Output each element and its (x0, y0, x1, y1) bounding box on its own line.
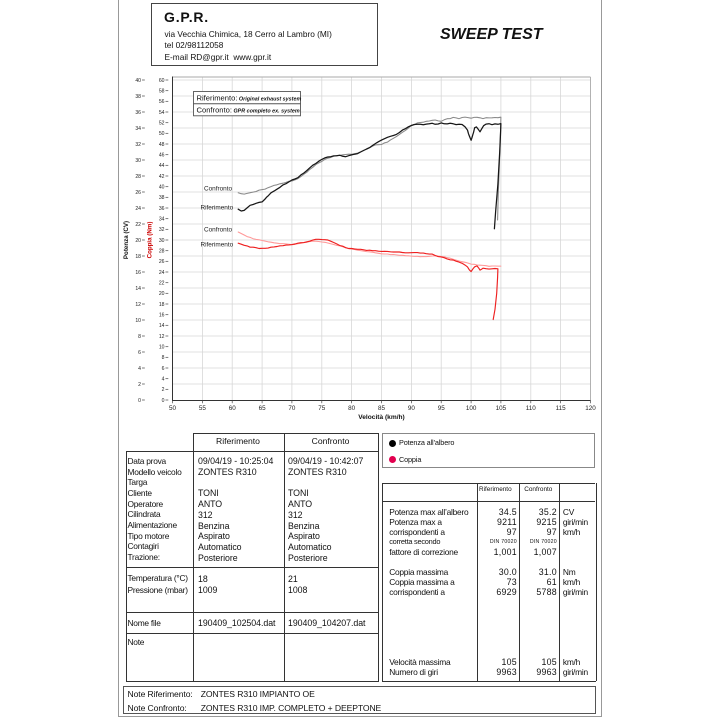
svg-text:40: 40 (135, 78, 141, 84)
svg-text:20: 20 (159, 291, 165, 297)
svg-text:0: 0 (138, 398, 141, 404)
svg-text:10: 10 (135, 318, 141, 324)
svg-text:18: 18 (135, 254, 141, 260)
svg-text:40: 40 (159, 185, 165, 191)
svg-text:22: 22 (135, 222, 141, 228)
svg-text:14: 14 (159, 323, 165, 329)
svg-text:44: 44 (159, 163, 165, 169)
svg-text:Riferimento: Riferimento (201, 241, 234, 248)
svg-text:14: 14 (135, 286, 141, 292)
svg-text:Potenza (CV): Potenza (CV) (123, 221, 130, 259)
svg-text:36: 36 (159, 206, 165, 212)
svg-text:46: 46 (159, 153, 165, 159)
svg-text:60: 60 (159, 78, 165, 84)
svg-text:100: 100 (466, 405, 477, 412)
svg-text:115: 115 (556, 405, 567, 412)
svg-text:8: 8 (138, 334, 141, 340)
svg-text:120: 120 (585, 405, 596, 412)
svg-text:32: 32 (159, 227, 165, 233)
svg-text:75: 75 (318, 405, 326, 412)
svg-text:Riferimento: Riferimento (201, 205, 234, 212)
svg-text:105: 105 (496, 405, 507, 412)
svg-text:32: 32 (135, 142, 141, 148)
svg-text:Velocità (km/h): Velocità (km/h) (358, 414, 405, 421)
svg-text:24: 24 (159, 270, 165, 276)
svg-text:26: 26 (159, 259, 165, 265)
svg-text:2: 2 (138, 382, 141, 388)
svg-text:38: 38 (135, 94, 141, 100)
svg-text:34: 34 (135, 126, 141, 132)
svg-text:28: 28 (135, 174, 141, 180)
svg-text:Confronto: Confronto (204, 186, 233, 193)
svg-text:2: 2 (162, 387, 165, 393)
svg-text:34: 34 (159, 217, 165, 223)
svg-text:8: 8 (162, 355, 165, 361)
svg-text:Confronto: GPR completo ex. sy: Confronto: GPR completo ex. system (197, 106, 300, 115)
svg-text:90: 90 (408, 405, 416, 412)
svg-text:50: 50 (169, 405, 177, 412)
svg-text:6: 6 (162, 366, 165, 372)
svg-text:80: 80 (348, 405, 356, 412)
svg-text:85: 85 (378, 405, 386, 412)
svg-text:30: 30 (135, 158, 141, 164)
svg-text:56: 56 (159, 99, 165, 105)
svg-text:52: 52 (159, 121, 165, 127)
svg-text:16: 16 (159, 313, 165, 319)
svg-text:0: 0 (162, 398, 165, 404)
svg-text:24: 24 (135, 206, 141, 212)
svg-text:6: 6 (138, 350, 141, 356)
svg-text:50: 50 (159, 131, 165, 137)
svg-text:70: 70 (288, 405, 296, 412)
svg-text:22: 22 (159, 281, 165, 287)
svg-text:Riferimento: Original exhaust: Riferimento: Original exhaust system (197, 94, 302, 103)
svg-text:36: 36 (135, 110, 141, 116)
svg-text:38: 38 (159, 195, 165, 201)
svg-text:12: 12 (135, 302, 141, 308)
svg-text:60: 60 (229, 405, 237, 412)
svg-text:28: 28 (159, 249, 165, 255)
svg-text:16: 16 (135, 270, 141, 276)
svg-text:Coppia (Nm): Coppia (Nm) (147, 222, 154, 259)
svg-text:55: 55 (199, 405, 207, 412)
svg-text:58: 58 (159, 89, 165, 95)
svg-text:26: 26 (135, 190, 141, 196)
svg-text:95: 95 (438, 405, 446, 412)
svg-text:65: 65 (259, 405, 267, 412)
svg-text:48: 48 (159, 142, 165, 148)
svg-text:54: 54 (159, 110, 165, 116)
svg-text:110: 110 (526, 405, 537, 412)
svg-text:10: 10 (159, 345, 165, 351)
svg-text:4: 4 (138, 366, 141, 372)
svg-text:30: 30 (159, 238, 165, 244)
svg-text:42: 42 (159, 174, 165, 180)
svg-text:4: 4 (162, 377, 165, 383)
svg-text:12: 12 (159, 334, 165, 340)
svg-text:20: 20 (135, 238, 141, 244)
svg-text:18: 18 (159, 302, 165, 308)
svg-text:Confronto: Confronto (204, 227, 233, 234)
